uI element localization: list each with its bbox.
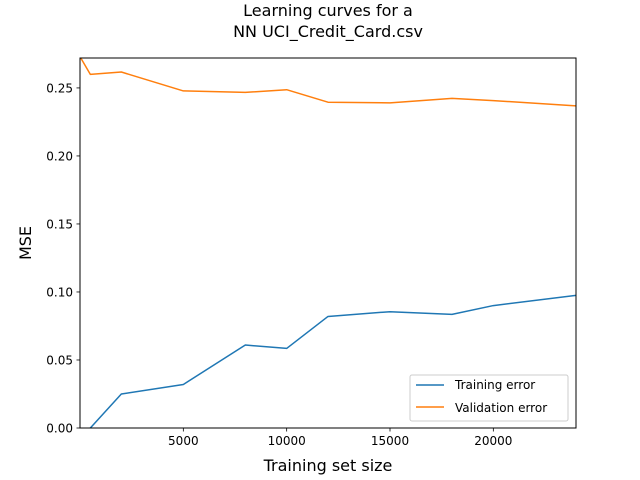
- legend-label-training-error: Training error: [454, 378, 535, 392]
- y-tick-label: 0.05: [46, 353, 73, 367]
- y-tick-label: 0.25: [46, 81, 73, 95]
- legend-label-validation-error: Validation error: [455, 401, 547, 415]
- x-tick-label: 20000: [474, 434, 512, 448]
- y-axis-label: MSE: [16, 226, 35, 260]
- x-axis-label: Training set size: [263, 456, 393, 475]
- series-layer: [80, 58, 576, 428]
- y-tick-label: 0.10: [46, 285, 73, 299]
- chart-title-line-1: Learning curves for a: [243, 1, 413, 20]
- x-tick-label: 10000: [268, 434, 306, 448]
- plot-frame: [79, 57, 577, 429]
- series-line-training-error: [88, 294, 576, 428]
- x-tick-label: 15000: [371, 434, 409, 448]
- tick-layer: 5000 10000 15000 20000 0.00 0.05 0.10 0.15 0.20 0…: [46, 81, 512, 448]
- chart-title-line-2: NN UCI_Credit_Card.csv: [233, 22, 423, 42]
- legend-box: [409, 374, 569, 422]
- series-line-validation-error: [80, 58, 576, 107]
- y-tick-label: 0.00: [46, 422, 73, 436]
- x-tick-label: 5000: [168, 434, 199, 448]
- y-tick-label: 0.15: [46, 217, 73, 231]
- legend: Training error Validation error: [409, 374, 569, 422]
- y-tick-label: 0.20: [46, 149, 73, 163]
